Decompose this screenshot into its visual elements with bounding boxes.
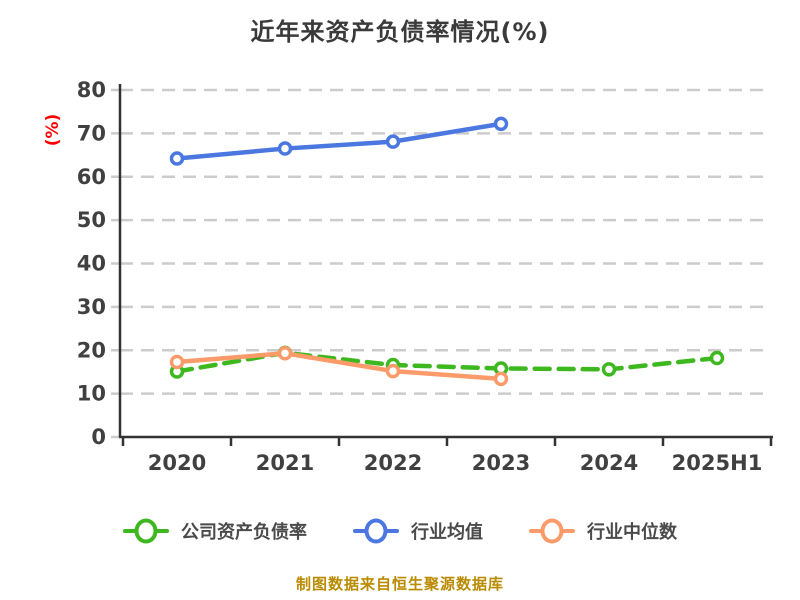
x-tick-label: 2021	[256, 451, 314, 475]
legend-marker-industry-median	[529, 518, 575, 544]
series-marker-industry-median	[385, 363, 401, 379]
x-tick-label: 2024	[580, 451, 638, 475]
legend-circle-icon	[540, 518, 564, 544]
legend-circle-icon	[364, 518, 388, 544]
series-marker-industry-median	[169, 354, 185, 370]
legend-item-industry-median: 行业中位数	[529, 518, 677, 544]
series-marker-industry-avg	[385, 134, 401, 149]
y-axis-label: (%)	[43, 114, 63, 147]
legend-circle-icon	[134, 518, 158, 544]
y-tick-label: 70	[77, 121, 106, 145]
y-tick-label: 0	[91, 425, 106, 449]
series-marker-industry-avg	[169, 151, 185, 166]
legend: 公司资产负债率 行业均值 行业中位数	[0, 518, 800, 544]
line-chart-canvas: 0 10 20 30 40 50 60 70 80 2020 2021 2022 2023 2024 202…	[43, 78, 773, 475]
series-marker-industry-avg	[493, 116, 509, 132]
y-tick-label: 10	[77, 382, 106, 406]
y-tick-label: 20	[77, 338, 106, 362]
x-tick-label: 2023	[472, 451, 530, 475]
source-caption: 制图数据来自恒生聚源数据库	[295, 575, 504, 593]
series-line-industry-median	[174, 351, 504, 382]
series-marker-industry-avg	[277, 141, 293, 156]
legend-item-industry-avg: 行业均值	[353, 518, 483, 544]
legend-label: 行业均值	[411, 522, 483, 543]
y-tick-label: 60	[77, 165, 106, 189]
x-tick-label: 2020	[148, 451, 206, 475]
y-tick-label: 80	[77, 78, 106, 102]
legend-marker-industry-avg	[353, 518, 399, 544]
series-line-industry-avg	[174, 121, 504, 161]
legend-item-company: 公司资产负债率	[123, 518, 307, 544]
series-marker-industry-median	[277, 346, 293, 361]
legend-marker-company	[123, 518, 169, 544]
x-tick-label: 2022	[364, 451, 422, 475]
series-marker-industry-median	[493, 371, 509, 387]
series-marker-company	[709, 350, 725, 366]
series-line-company	[174, 350, 720, 374]
chart-title: 近年来资产负债率情况(%)	[250, 18, 550, 46]
series-marker-company	[601, 362, 617, 377]
y-tick-label: 30	[77, 295, 106, 319]
legend-label: 公司资产负债率	[181, 522, 307, 543]
x-tick-label: 2025H1	[672, 451, 763, 475]
y-tick-label: 40	[77, 252, 106, 276]
y-tick-label: 50	[77, 208, 106, 232]
legend-label: 行业中位数	[587, 522, 677, 543]
